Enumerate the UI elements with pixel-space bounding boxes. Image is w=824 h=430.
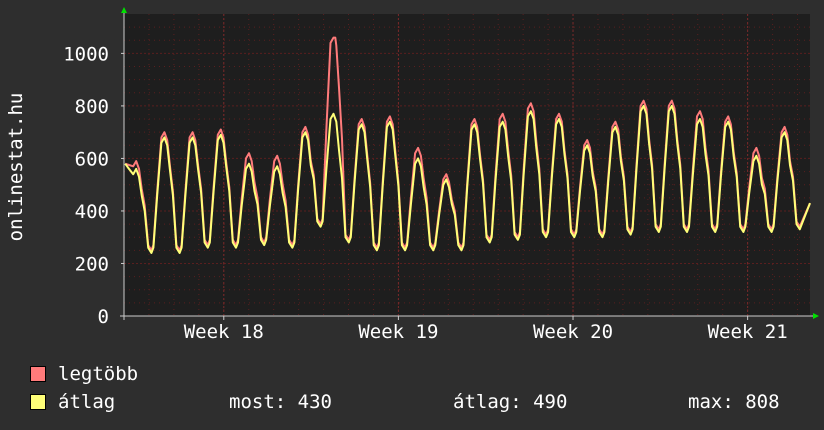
plot-background: [124, 14, 810, 316]
y-axis-label-text: onlinestat.hu: [5, 92, 27, 242]
y-tick-label: 0: [98, 306, 109, 328]
legtobb-swatch: [30, 366, 46, 382]
x-tick-label: Week 20: [533, 321, 613, 343]
stat-most: most: 430: [229, 391, 332, 413]
legend-label-legtobb: legtöbb: [58, 363, 139, 385]
atlag-swatch: [30, 394, 46, 410]
x-tick-label: Week 18: [184, 321, 264, 343]
legend-label-atlag: átlag: [58, 391, 116, 413]
x-tick-label: Week 21: [708, 321, 788, 343]
x-tick-label: Week 19: [358, 321, 438, 343]
y-tick-label: 800: [75, 96, 109, 118]
y-tick-label: 600: [75, 148, 109, 170]
x-axis-arrow: [813, 313, 819, 319]
y-tick-label: 400: [75, 201, 109, 223]
y-axis-arrow: [121, 7, 127, 13]
y-tick-label: 1000: [63, 43, 109, 65]
y-axis-ticks: 0 200 400 600 800 1000: [63, 43, 124, 328]
series-line-atlag: [124, 104, 811, 254]
y-tick-label: 200: [75, 253, 109, 275]
series-lines: [124, 36, 811, 254]
y-axis-label: onlinestat.hu: [2, 78, 27, 258]
stat-max: max: 808: [688, 391, 780, 413]
stat-atlag: átlag: 490: [453, 391, 568, 413]
x-axis-ticks: Week 18 Week 19 Week 20 Week 21: [184, 316, 788, 343]
